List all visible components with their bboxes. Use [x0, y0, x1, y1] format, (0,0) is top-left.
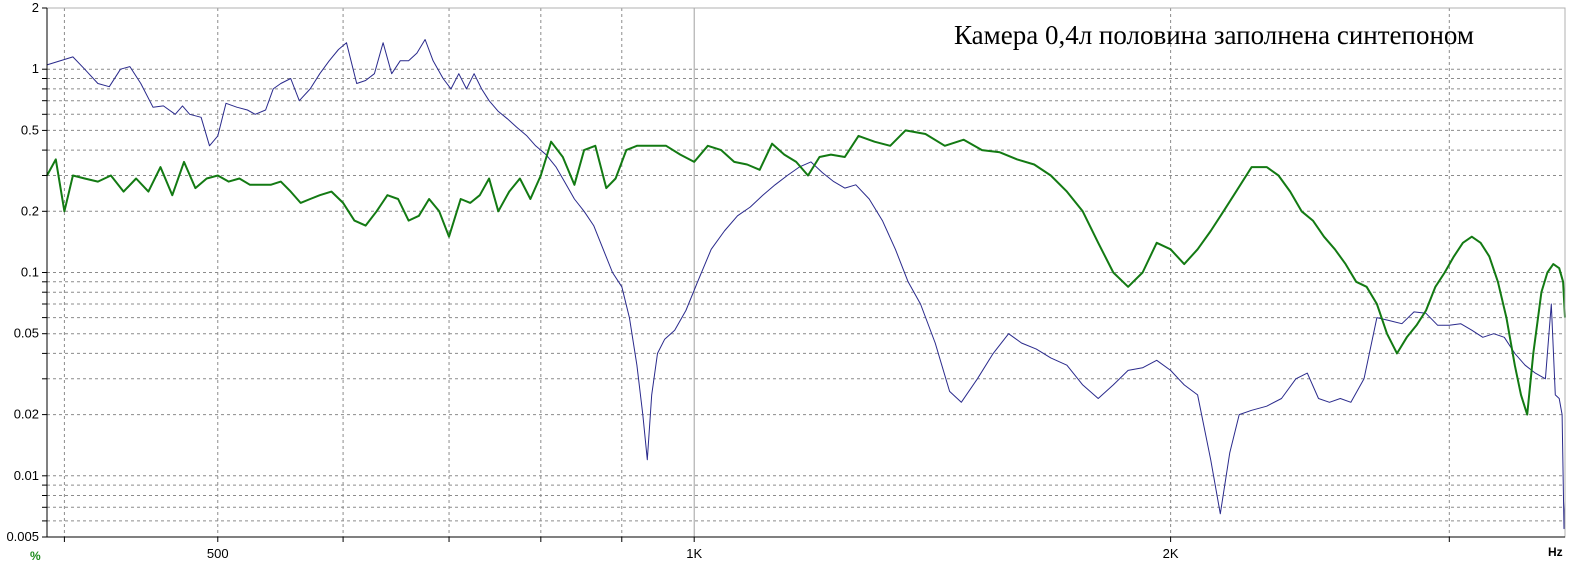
- y-tick-label: 0.01: [14, 468, 39, 483]
- axes: [42, 7, 1566, 542]
- y-tick-label: 0.05: [14, 326, 39, 341]
- y-unit-label: %: [30, 549, 41, 563]
- x-unit-label: Hz: [1548, 545, 1563, 559]
- y-tick-label: 0.5: [21, 122, 39, 137]
- series-group: [46, 39, 1566, 530]
- y-tick-label: 1: [32, 61, 39, 76]
- y-tick-label: 0.1: [21, 265, 39, 280]
- y-tick-label: 0.02: [14, 407, 39, 422]
- x-tick-label: 1K: [686, 546, 702, 561]
- series-line-2: [46, 129, 1566, 416]
- y-tick-label: 0.2: [21, 203, 39, 218]
- x-tick-label: 500: [207, 546, 229, 561]
- series-line-1: [46, 39, 1566, 530]
- tick-labels: 2 1 0.5 0.2 0.1 0.05 0.02 0.01 0.005 500 1K 2K: [6, 0, 1178, 561]
- x-tick-label: 2K: [1163, 546, 1179, 561]
- grid: [47, 8, 1565, 537]
- chart-title: Камера 0,4л половина заполнена синтепоно…: [954, 20, 1474, 50]
- y-tick-label: 2: [32, 0, 39, 15]
- y-tick-label: 0.005: [6, 529, 39, 544]
